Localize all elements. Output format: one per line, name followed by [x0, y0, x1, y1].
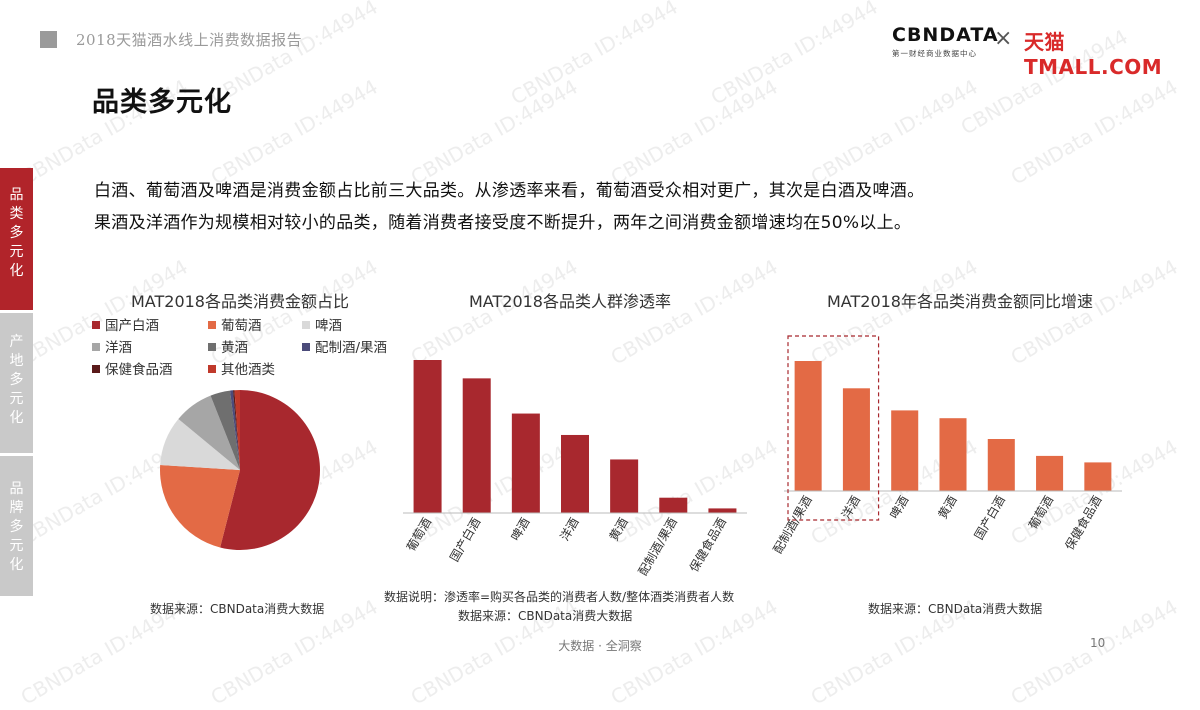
- pie-legend-item: 保健食品酒: [92, 358, 173, 378]
- penetration-note: 数据说明：渗透率=购买各品类的消费者人数/整体酒类消费者人数: [384, 590, 735, 604]
- pie-source: 数据来源：CBNData消费大数据: [150, 602, 325, 616]
- bar: [987, 439, 1015, 491]
- bar: [511, 413, 540, 513]
- pie-slice: [229, 390, 240, 470]
- pie-slice: [178, 395, 240, 470]
- bar: [610, 459, 639, 513]
- bar-tick-label: 洋酒: [838, 493, 863, 521]
- bar: [842, 388, 870, 491]
- pie-legend-item: 洋酒: [92, 336, 132, 356]
- bar-tick-label: 啤酒: [886, 493, 911, 521]
- watermark-text: CBNData ID:44944: [706, 0, 882, 110]
- legend-label: 葡萄酒: [221, 318, 262, 334]
- pie-slice: [220, 390, 320, 550]
- page-heading: 品类多元化: [92, 87, 232, 118]
- watermark-text: CBNData ID:44944: [1006, 74, 1182, 190]
- cbndata-logo-sub: 第一财经商业数据中心: [892, 49, 977, 58]
- bar-tick-label: 葡萄酒: [1026, 494, 1056, 532]
- pie-slice: [210, 390, 240, 470]
- report-title: 2018天猫酒水线上消费数据报告: [76, 31, 303, 49]
- bar: [939, 418, 967, 491]
- bar: [708, 508, 737, 513]
- footer-slogan: 大数据 · 全洞察: [558, 639, 642, 653]
- pie-legend-item: 葡萄酒: [208, 314, 262, 334]
- bar: [413, 360, 442, 513]
- side-tab-origin[interactable]: 产地多元化: [0, 313, 33, 453]
- side-tab-brand[interactable]: 品牌多元化: [0, 456, 33, 596]
- legend-label: 啤酒: [315, 318, 342, 334]
- penetration-bar-chart: 葡萄酒 国产白酒 啤酒 洋酒 黄酒 配制酒/果酒 保健食品酒: [403, 360, 747, 578]
- legend-label: 洋酒: [105, 340, 132, 356]
- bar: [659, 497, 688, 513]
- legend-label: 保健食品酒: [105, 362, 173, 378]
- legend-label: 配制酒/果酒: [315, 340, 388, 356]
- bar-tick-label: 洋酒: [557, 515, 582, 543]
- header-square-icon: [40, 31, 57, 48]
- pie-chart: [160, 390, 320, 550]
- side-tab-label: 产地多元化: [9, 334, 24, 426]
- brand-separator: ×: [994, 26, 1013, 51]
- pie-slice: [234, 390, 240, 470]
- bar-tick-label: 保健食品酒: [1061, 493, 1104, 552]
- pie-slice: [160, 419, 240, 470]
- page-number: 10: [1090, 636, 1106, 650]
- bar: [560, 434, 590, 513]
- side-tab-label: 品牌多元化: [9, 481, 24, 573]
- watermark-text: CBNData ID:44944: [806, 74, 982, 190]
- legend-swatch: [92, 321, 100, 329]
- bar: [891, 410, 919, 491]
- legend-swatch: [302, 343, 310, 351]
- watermark-text: CBNData ID:44944: [506, 0, 682, 110]
- brand-logo: CBNDATA 第一财经商业数据中心 × 天猫TMALL.COM: [888, 24, 1178, 79]
- bar-tick-label: 黄酒: [607, 516, 631, 544]
- legend-label: 黄酒: [221, 340, 248, 356]
- legend-label: 其他酒类: [221, 362, 275, 378]
- side-tab-category[interactable]: 品类多元化: [0, 168, 33, 310]
- cbndata-logo: CBNDATA: [892, 24, 999, 46]
- bar-tick-label: 配制酒/果酒: [636, 516, 680, 578]
- pie-slice: [160, 464, 240, 548]
- legend-swatch: [92, 343, 100, 351]
- description-line-1: 白酒、葡萄酒及啤酒是消费金额占比前三大品类。从渗透率来看，葡萄酒受众相对更广，其…: [94, 181, 925, 201]
- legend-swatch: [208, 365, 216, 373]
- bar-tick-label: 国产白酒: [971, 493, 1008, 542]
- description-line-2: 果酒及洋酒作为规模相对较小的品类，随着消费者接受度不断提升，两年之间消费金额增速…: [94, 213, 912, 233]
- pie-slice: [232, 390, 240, 470]
- legend-swatch: [92, 365, 100, 373]
- pie-chart-title: MAT2018各品类消费金额占比: [130, 292, 349, 311]
- pie-legend-item: 配制酒/果酒: [302, 336, 387, 356]
- pie-legend-item: 啤酒: [302, 314, 342, 334]
- pie-legend-item: 其他酒类: [208, 358, 275, 378]
- legend-label: 国产白酒: [105, 318, 159, 334]
- bar-tick-label: 配制酒/果酒: [771, 494, 815, 556]
- legend-swatch: [302, 321, 310, 329]
- tmall-logo: 天猫TMALL.COM: [1024, 30, 1163, 79]
- pie-legend-item: 国产白酒: [92, 314, 159, 334]
- bar: [462, 378, 491, 513]
- penetration-source: 数据来源：CBNData消费大数据: [458, 609, 633, 623]
- bar-tick-label: 啤酒: [507, 515, 532, 543]
- highlight-box: [787, 335, 880, 521]
- bar: [1036, 455, 1064, 491]
- pie-legend-item: 黄酒: [208, 336, 248, 356]
- bar: [1084, 462, 1112, 491]
- penetration-chart-title: MAT2018各品类人群渗透率: [468, 292, 671, 311]
- side-tab-label: 品类多元化: [9, 187, 24, 279]
- legend-swatch: [208, 321, 216, 329]
- bar-tick-label: 黄酒: [935, 494, 959, 522]
- growth-source: 数据来源：CBNData消费大数据: [868, 602, 1043, 616]
- watermark-text: CBNData ID:44944: [406, 74, 582, 190]
- bar: [794, 361, 822, 491]
- bar-tick-label: 保健食品酒: [686, 515, 729, 574]
- watermark-text: CBNData ID:44944: [206, 74, 382, 190]
- growth-chart-title: MAT2018年各品类消费金额同比增速: [826, 292, 1093, 311]
- bar-tick-label: 葡萄酒: [404, 516, 434, 554]
- bar-tick-label: 国产白酒: [446, 515, 483, 564]
- legend-swatch: [208, 343, 216, 351]
- watermark-text: CBNData ID:44944: [206, 0, 382, 110]
- watermark-text: CBNData ID:44944: [606, 74, 782, 190]
- growth-bar-chart: 配制酒/果酒 洋酒 啤酒 黄酒 国产白酒 葡萄酒 保健食品酒: [771, 335, 1122, 556]
